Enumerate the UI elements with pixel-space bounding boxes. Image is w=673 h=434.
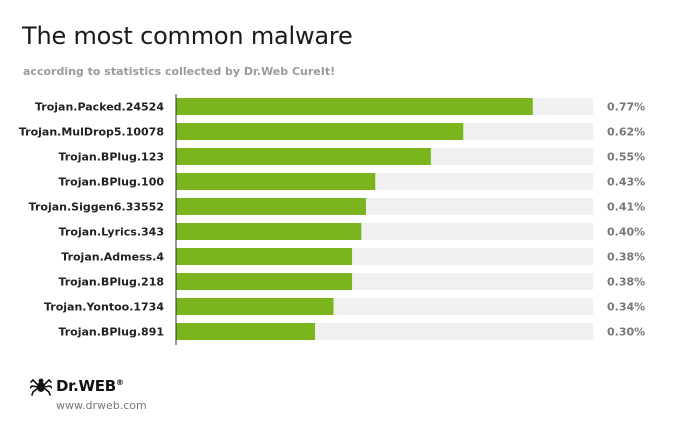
drweb-logo: Dr.WEB® [30,376,124,396]
category-label: Trojan.Packed.24524 [35,101,164,114]
value-label: 0.30% [607,326,645,339]
category-label: Trojan.BPlug.891 [58,326,164,339]
bar-trojan-bplug-100 [176,173,376,190]
bar-trojan-siggen6-33552 [176,198,366,215]
bar-trojan-yontoo-1734 [176,298,334,315]
website-url[interactable]: www.drweb.com [56,399,147,412]
bar-trojan-bplug-123 [176,148,431,165]
value-label: 0.43% [607,176,645,189]
bar-trojan-packed-24524 [176,98,533,115]
value-label: 0.38% [607,276,645,289]
category-label: Trojan.Yontoo.1734 [44,301,164,314]
bar-trojan-bplug-891 [176,323,315,340]
value-label: 0.77% [607,101,645,114]
brand-mark: ® [115,378,124,387]
bar-trojan-bplug-218 [176,273,353,290]
value-label: 0.38% [607,251,645,264]
category-label: Trojan.Siggen6.33552 [29,201,164,214]
category-label: Trojan.BPlug.100 [58,176,164,189]
value-label: 0.41% [607,201,645,214]
value-label: 0.34% [607,301,645,314]
bar-trojan-admess-4 [176,248,353,265]
category-label: Trojan.Admess.4 [61,251,164,264]
bar-trojan-lyrics-343 [176,223,362,240]
category-label: Trojan.BPlug.123 [58,151,164,164]
value-label: 0.40% [607,226,645,239]
category-label: Trojan.MulDrop5.10078 [19,126,164,139]
brand-name: Dr.WEB [56,377,116,395]
value-label: 0.55% [607,151,645,164]
bar-trojan-muldrop5-10078 [176,123,464,140]
chart-subtitle: according to statistics collected by Dr.… [23,65,336,78]
category-label: Trojan.Lyrics.343 [59,226,164,239]
value-label: 0.62% [607,126,645,139]
spider-icon [30,378,52,396]
category-label: Trojan.BPlug.218 [58,276,164,289]
chart-title: The most common malware [22,22,353,50]
